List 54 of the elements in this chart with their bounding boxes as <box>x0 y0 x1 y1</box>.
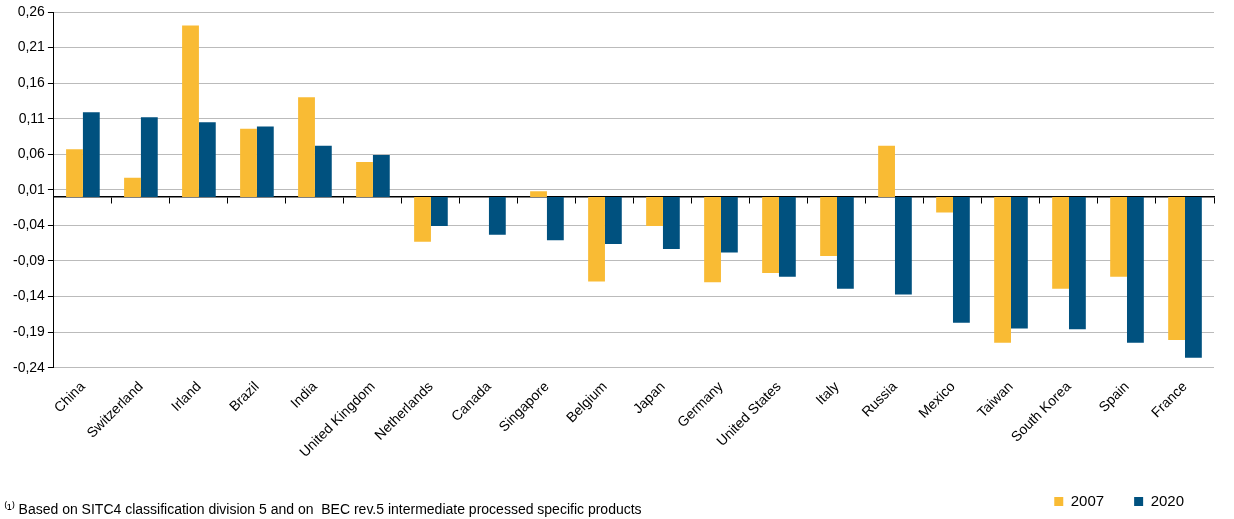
y-tick-label: 0,21 <box>17 38 46 55</box>
bar <box>488 196 506 235</box>
bar <box>1068 196 1086 330</box>
legend-label: 2020 <box>1150 491 1185 509</box>
y-tick-label: -0,09 <box>12 251 46 268</box>
bar <box>298 97 315 197</box>
bar <box>778 196 796 277</box>
bar <box>662 196 680 249</box>
y-tick-label: -0,19 <box>12 322 46 339</box>
bar <box>1126 196 1144 343</box>
y-tick-label: 0,16 <box>17 74 46 90</box>
y-tick-label: -0,24 <box>12 358 46 375</box>
y-tick-label: 0,01 <box>17 180 46 197</box>
bar <box>256 126 274 197</box>
bar <box>952 196 970 323</box>
bar <box>140 117 158 197</box>
bar <box>356 162 373 197</box>
x-tick-label: Italy <box>812 378 842 408</box>
bar <box>372 154 390 197</box>
bar <box>430 196 448 227</box>
text: ⁽¹⁾ Based on SITC4 classification division 5 and on BEC rev.5 intermediate processed specific products <box>4 500 642 517</box>
y-tick-label: -0,14 <box>12 287 46 304</box>
bar <box>198 122 216 197</box>
bar <box>1168 196 1185 340</box>
y-tick-label: 0,06 <box>17 145 46 162</box>
bar <box>530 191 547 197</box>
bar <box>1110 196 1127 277</box>
bar <box>704 196 721 283</box>
bar <box>1010 196 1028 329</box>
bar <box>240 128 257 197</box>
bar <box>646 196 663 227</box>
bar <box>878 145 895 197</box>
bar <box>1185 196 1202 358</box>
y-tick-label: -0,04 <box>12 216 46 233</box>
y-tick-label: 0,26 <box>17 2 46 19</box>
bar <box>1052 196 1069 289</box>
bar <box>414 196 431 242</box>
bar <box>546 196 564 241</box>
bar <box>936 196 953 213</box>
bar <box>588 196 605 282</box>
bar <box>720 196 738 253</box>
bar <box>182 25 199 197</box>
bar <box>124 177 141 197</box>
bar <box>66 149 83 197</box>
bar <box>994 196 1011 343</box>
bar <box>762 196 779 274</box>
bar <box>82 112 100 197</box>
y-tick-label: 0,11 <box>18 109 46 126</box>
bar <box>314 145 332 197</box>
bar <box>604 196 622 244</box>
bar <box>820 196 837 256</box>
bar <box>894 196 912 295</box>
legend-label: 2007 <box>1070 491 1105 509</box>
bar <box>836 196 854 289</box>
